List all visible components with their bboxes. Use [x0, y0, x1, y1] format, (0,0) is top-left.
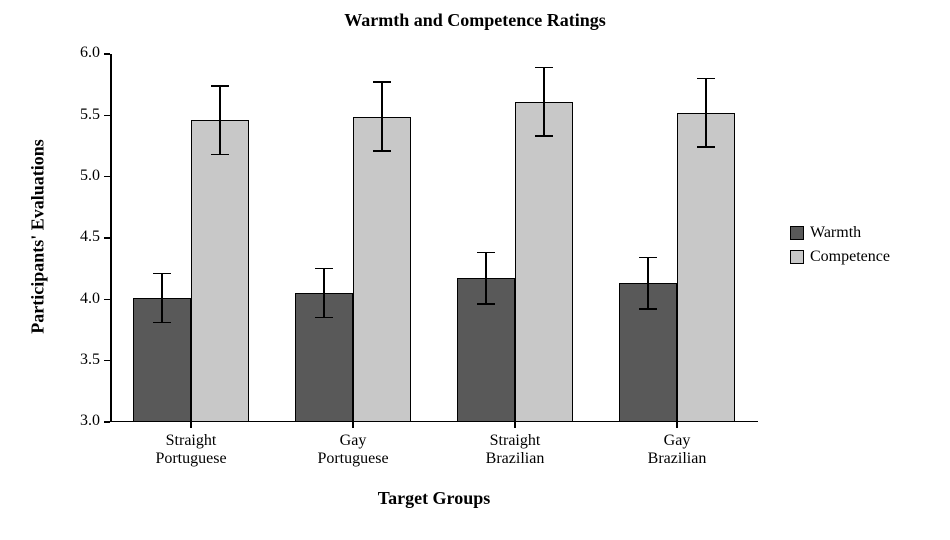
y-axis-title: Participants' Evaluations [28, 87, 49, 387]
legend-item-competence: Competence [790, 248, 890, 266]
error-cap [535, 135, 553, 137]
x-tick-mark [514, 422, 516, 428]
error-bar [647, 258, 649, 310]
plot-area: 3.03.54.04.55.05.56.0 [110, 54, 758, 422]
chart-stage: Warmth and Competence Ratings Participan… [0, 0, 950, 540]
error-cap [639, 308, 657, 310]
error-bar [485, 253, 487, 305]
y-tick-label: 5.5 [60, 106, 100, 124]
y-tick-mark [104, 53, 110, 55]
error-bar [381, 82, 383, 151]
y-tick-label: 3.0 [60, 412, 100, 430]
x-tick-mark [676, 422, 678, 428]
y-tick-mark [104, 360, 110, 362]
x-tick-mark [352, 422, 354, 428]
error-cap [373, 150, 391, 152]
legend-item-warmth: Warmth [790, 224, 890, 242]
bar-competence-3 [677, 113, 735, 422]
legend: Warmth Competence [790, 224, 890, 272]
error-cap [477, 303, 495, 305]
error-cap [315, 268, 333, 270]
category-label: GayPortuguese [272, 432, 434, 468]
error-bar [323, 269, 325, 318]
error-bar [705, 79, 707, 148]
error-bar [161, 274, 163, 323]
error-cap [153, 273, 171, 275]
legend-swatch [790, 226, 804, 240]
error-cap [211, 85, 229, 87]
bar-competence-1 [353, 117, 411, 422]
chart-title: Warmth and Competence Ratings [0, 10, 950, 31]
error-cap [697, 146, 715, 148]
bar-competence-2 [515, 102, 573, 422]
legend-label: Warmth [810, 224, 861, 242]
error-cap [211, 154, 229, 156]
error-cap [315, 317, 333, 319]
y-tick-mark [104, 299, 110, 301]
category-label: StraightPortuguese [110, 432, 272, 468]
y-tick-mark [104, 115, 110, 117]
y-tick-label: 6.0 [60, 44, 100, 62]
x-tick-mark [190, 422, 192, 428]
error-cap [373, 81, 391, 83]
error-cap [697, 78, 715, 80]
y-tick-label: 4.5 [60, 228, 100, 246]
legend-label: Competence [810, 248, 890, 266]
y-tick-label: 5.0 [60, 167, 100, 185]
y-tick-mark [104, 237, 110, 239]
category-label: StraightBrazilian [434, 432, 596, 468]
y-tick-mark [104, 421, 110, 423]
error-cap [153, 322, 171, 324]
y-tick-mark [104, 176, 110, 178]
error-cap [639, 257, 657, 259]
y-axis-line [110, 54, 112, 422]
error-cap [535, 67, 553, 69]
error-bar [219, 86, 221, 155]
error-cap [477, 252, 495, 254]
category-label: GayBrazilian [596, 432, 758, 468]
bar-competence-0 [191, 120, 249, 422]
error-bar [543, 67, 545, 136]
y-tick-label: 4.0 [60, 290, 100, 308]
x-axis-title: Target Groups [110, 488, 758, 509]
legend-swatch [790, 250, 804, 264]
y-tick-label: 3.5 [60, 351, 100, 369]
